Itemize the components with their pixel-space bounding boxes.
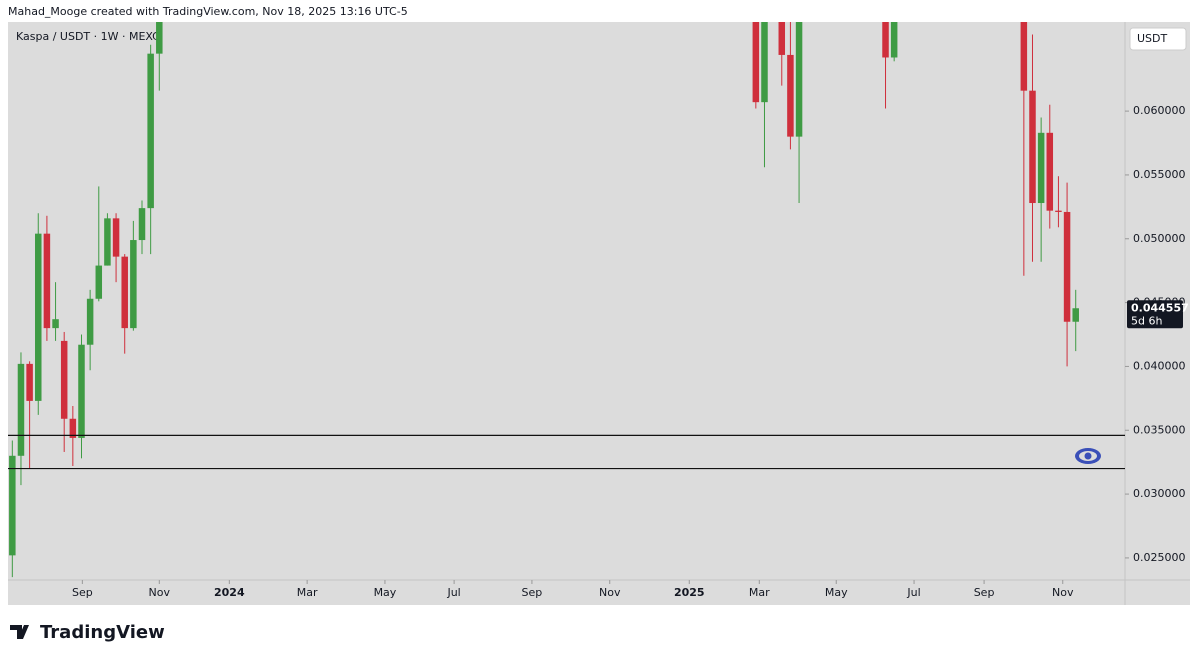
x-tick-label: 2025 [674,586,705,599]
candle-body [882,22,889,58]
candle-body [35,233,42,401]
currency-button[interactable] [1129,27,1187,51]
candle-body [761,22,768,103]
candle-body [95,265,103,299]
x-tick-label: Jul [906,586,920,599]
candle-body [60,340,68,419]
chart-title: Kaspa / USDT · 1W · MEXC [16,30,160,43]
currency-label: USDT [1137,32,1168,45]
last-price-box [1127,300,1183,329]
candle-body [1046,132,1054,211]
candle-body [1063,211,1071,322]
candle-body [1029,90,1036,204]
candle-body [1072,308,1079,322]
candle-body [121,256,128,329]
x-tick-label: Mar [749,586,770,599]
chart-background [8,22,1190,605]
x-tick-label: Nov [1052,586,1074,599]
y-tick-label: 0.060000 [1133,104,1186,117]
x-tick-label: 2024 [214,586,245,599]
x-tick-label: Jul [446,586,460,599]
countdown-label: 5d 6h [1131,314,1162,327]
candle-body [156,22,163,54]
x-tick-label: May [825,586,848,599]
y-tick-label: 0.040000 [1133,359,1186,372]
candle-body [43,233,51,329]
x-tick-label: Sep [522,586,543,599]
logo: TradingView [10,622,165,643]
candle-body [26,363,33,401]
header: Mahad_Mooge created with TradingView.com… [8,5,408,18]
y-tick-label: 0.025000 [1133,551,1186,564]
candle-body [86,298,94,345]
candle-body [52,319,59,329]
candle-body [78,344,85,438]
candle-body [1020,22,1028,91]
candle-body [1037,132,1045,204]
candle-body [138,208,146,241]
candle-body [69,418,77,438]
x-tick-label: Sep [974,586,995,599]
candle-body [890,22,898,58]
candle-body [752,22,760,103]
candle-body [1055,210,1062,212]
candle-body [112,218,120,257]
candle-body [778,22,786,55]
y-tick-label: 0.030000 [1133,487,1186,500]
x-tick-label: Sep [72,586,93,599]
candle-body [787,54,794,137]
y-tick-label: 0.035000 [1133,423,1186,436]
logo-text: TradingView [40,622,165,643]
y-tick-label: 0.050000 [1133,232,1186,245]
candle-body [104,218,111,266]
candle-body [795,22,803,137]
x-tick-label: Nov [599,586,621,599]
candle-body [9,455,16,556]
y-tick-label: 0.055000 [1133,168,1186,181]
x-tick-label: Nov [149,586,171,599]
last-price-label: 0.044557 [1131,301,1189,314]
candle-body [17,363,25,456]
plot [9,22,1079,578]
eye-icon [1075,448,1101,464]
x-tick-label: Mar [297,586,318,599]
candle-body [130,240,137,329]
candle-body [147,53,154,209]
x-tick-label: May [374,586,397,599]
